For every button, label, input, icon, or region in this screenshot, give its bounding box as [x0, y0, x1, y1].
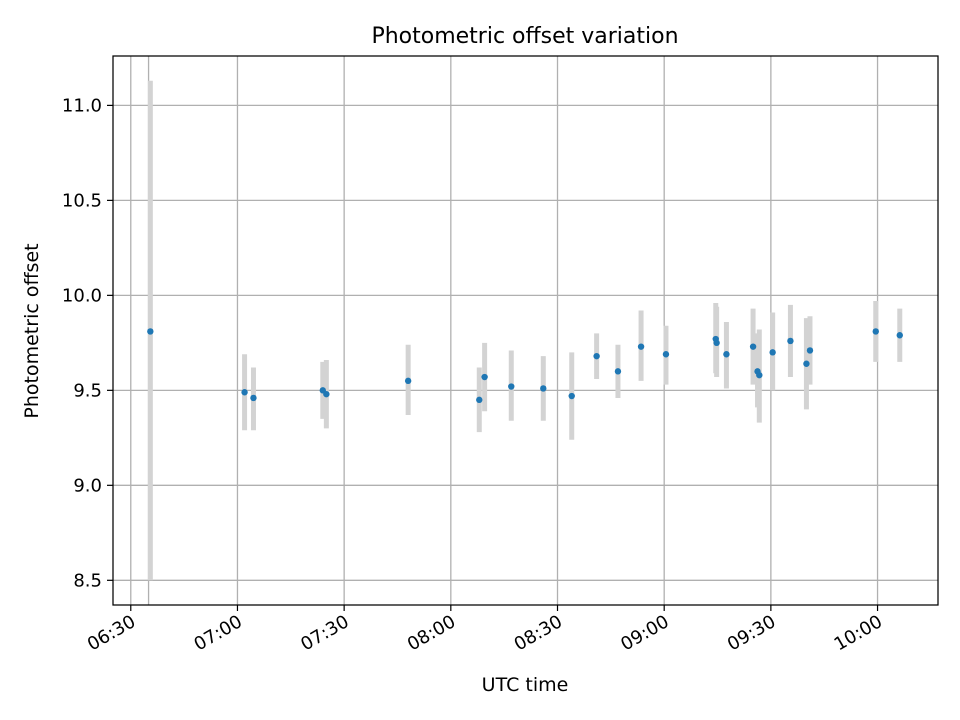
data-point	[323, 390, 330, 398]
data-point	[896, 332, 903, 339]
data-point	[147, 328, 154, 335]
y-tick-label: 11.0	[62, 95, 102, 116]
data-point	[637, 343, 645, 350]
data-point	[662, 351, 670, 358]
y-axis-ticks: 8.5 9.0 9.5 10.0 10.5 11.0	[62, 95, 113, 591]
data-point	[241, 389, 248, 396]
data-point	[803, 360, 810, 367]
x-axis-label: UTC time	[482, 674, 569, 696]
y-tick-label: 10.0	[62, 285, 102, 306]
data-point	[769, 349, 776, 356]
data-point	[614, 368, 622, 375]
data-point	[756, 371, 763, 379]
data-point	[749, 343, 757, 350]
data-point	[723, 351, 730, 358]
data-point	[476, 396, 483, 404]
y-tick-label: 8.5	[73, 570, 102, 591]
data-point	[872, 328, 879, 335]
data-point	[540, 385, 547, 392]
data-point	[508, 383, 515, 390]
data-point	[806, 347, 814, 354]
data-point	[568, 392, 575, 400]
plot-frame	[112, 55, 939, 606]
data-point	[713, 339, 720, 347]
y-axis-label: Photometric offset	[21, 243, 43, 418]
plot-background	[113, 56, 938, 605]
y-tick-label: 9.5	[73, 380, 102, 401]
chart-title: Photometric offset variation	[371, 24, 678, 49]
data-markers	[147, 328, 903, 404]
data-point	[593, 352, 600, 360]
data-point	[404, 377, 412, 385]
y-tick-label: 10.5	[62, 190, 102, 211]
y-tick-label: 9.0	[73, 475, 102, 496]
data-point	[250, 394, 257, 402]
data-point	[481, 373, 488, 381]
data-point	[787, 337, 794, 345]
plot-area: 06:30 07:00 07:30 08:00 08:30 09:00 09:30 10:00…	[62, 55, 939, 655]
